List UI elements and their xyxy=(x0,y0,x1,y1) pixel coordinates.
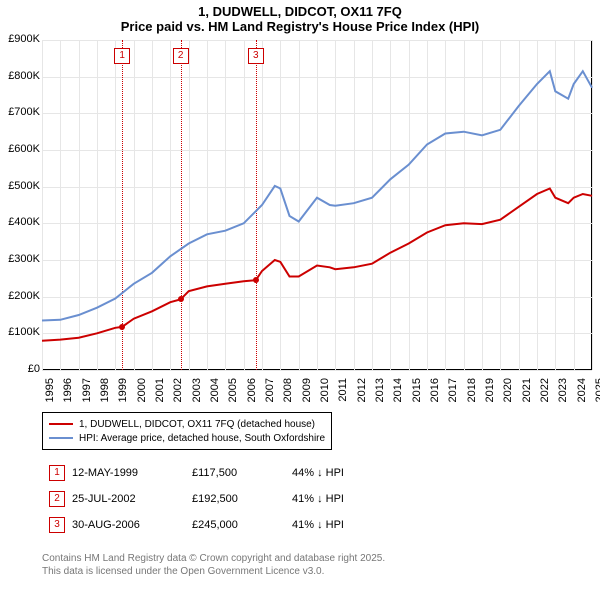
series-line xyxy=(42,71,592,320)
x-tick-label: 2025 xyxy=(594,378,600,408)
line-plot-svg xyxy=(0,0,594,372)
x-tick-label: 2020 xyxy=(502,378,514,408)
legend-label: 1, DUDWELL, DIDCOT, OX11 7FQ (detached h… xyxy=(79,419,315,430)
x-tick-label: 2002 xyxy=(172,378,184,408)
transaction-date: 25-JUL-2002 xyxy=(72,493,192,505)
footer-line1: Contains HM Land Registry data © Crown c… xyxy=(42,552,385,565)
x-tick-label: 2011 xyxy=(337,378,349,408)
legend: 1, DUDWELL, DIDCOT, OX11 7FQ (detached h… xyxy=(42,412,332,450)
transaction-row: 1 12-MAY-1999£117,50044% ↓ HPI xyxy=(42,460,392,486)
transaction-pct: 41% ↓ HPI xyxy=(292,519,392,531)
x-tick-label: 2006 xyxy=(246,378,258,408)
x-tick-label: 2023 xyxy=(557,378,569,408)
x-tick-label: 1995 xyxy=(44,378,56,408)
transaction-row: 3 30-AUG-2006£245,00041% ↓ HPI xyxy=(42,512,392,538)
x-tick-label: 2012 xyxy=(356,378,368,408)
transaction-row: 2 25-JUL-2002£192,50041% ↓ HPI xyxy=(42,486,392,512)
x-tick-label: 2009 xyxy=(301,378,313,408)
transaction-price: £192,500 xyxy=(192,493,292,505)
transaction-date: 12-MAY-1999 xyxy=(72,467,192,479)
series-line xyxy=(42,189,592,341)
transaction-date: 30-AUG-2006 xyxy=(72,519,192,531)
x-tick-label: 2019 xyxy=(484,378,496,408)
x-tick-label: 2001 xyxy=(154,378,166,408)
x-tick-label: 2007 xyxy=(264,378,276,408)
x-tick-label: 2013 xyxy=(374,378,386,408)
x-tick-label: 2004 xyxy=(209,378,221,408)
x-tick-label: 2022 xyxy=(539,378,551,408)
footer-attribution: Contains HM Land Registry data © Crown c… xyxy=(42,552,385,578)
x-tick-label: 2017 xyxy=(447,378,459,408)
legend-row: 1, DUDWELL, DIDCOT, OX11 7FQ (detached h… xyxy=(49,417,325,431)
transaction-pct: 44% ↓ HPI xyxy=(292,467,392,479)
x-tick-label: 2018 xyxy=(466,378,478,408)
transaction-pct: 41% ↓ HPI xyxy=(292,493,392,505)
legend-swatch xyxy=(49,423,73,425)
chart-container: { "title_line1": "1, DUDWELL, DIDCOT, OX… xyxy=(0,0,600,590)
x-tick-label: 2003 xyxy=(191,378,203,408)
x-tick-label: 1998 xyxy=(99,378,111,408)
x-tick-label: 1999 xyxy=(117,378,129,408)
transactions-table: 1 12-MAY-1999£117,50044% ↓ HPI 2 25-JUL-200… xyxy=(42,460,392,538)
x-tick-label: 2010 xyxy=(319,378,331,408)
transaction-marker: 2 xyxy=(49,491,65,507)
legend-row: HPI: Average price, detached house, Sout… xyxy=(49,431,325,445)
transaction-marker: 3 xyxy=(49,517,65,533)
x-tick-label: 2021 xyxy=(521,378,533,408)
x-tick-label: 2016 xyxy=(429,378,441,408)
transaction-marker: 1 xyxy=(49,465,65,481)
transaction-price: £117,500 xyxy=(192,467,292,479)
x-tick-label: 2024 xyxy=(576,378,588,408)
x-tick-label: 2015 xyxy=(411,378,423,408)
x-tick-label: 2014 xyxy=(392,378,404,408)
footer-line2: This data is licensed under the Open Gov… xyxy=(42,565,385,578)
x-tick-label: 1997 xyxy=(81,378,93,408)
legend-swatch xyxy=(49,437,73,439)
transaction-price: £245,000 xyxy=(192,519,292,531)
x-tick-label: 1996 xyxy=(62,378,74,408)
x-tick-label: 2008 xyxy=(282,378,294,408)
legend-label: HPI: Average price, detached house, Sout… xyxy=(79,433,325,444)
x-tick-label: 2000 xyxy=(136,378,148,408)
x-tick-label: 2005 xyxy=(227,378,239,408)
